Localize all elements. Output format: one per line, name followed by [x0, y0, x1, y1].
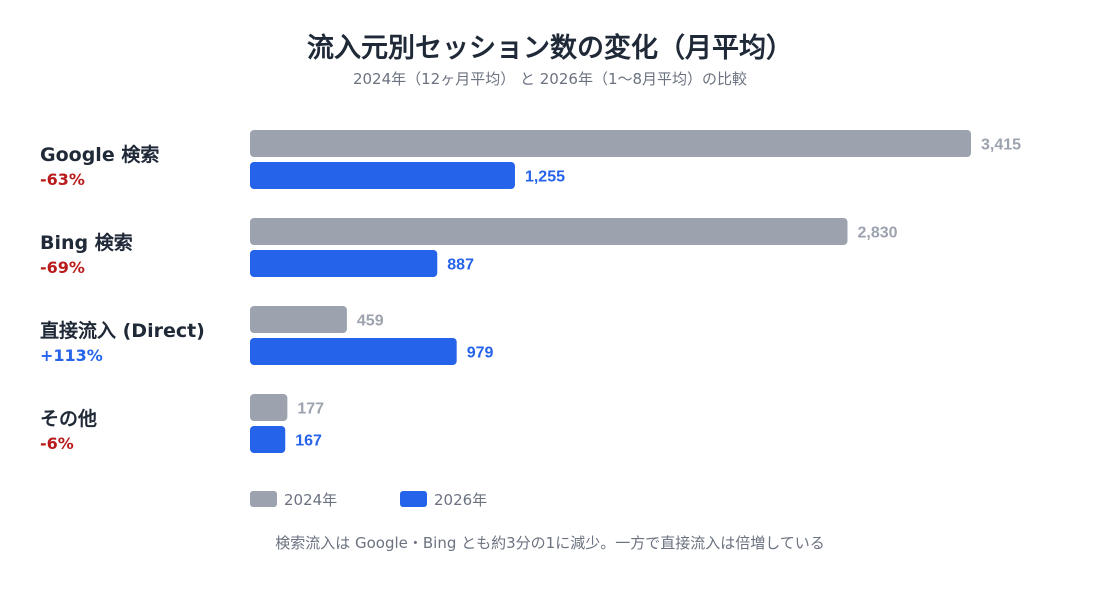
bar-value-label: 167 — [295, 433, 322, 450]
bar-value-label: 1,255 — [525, 169, 565, 186]
legend-item-2026: 2026年 — [400, 489, 487, 509]
bar-value-label: 979 — [467, 345, 494, 362]
bar-2026 — [250, 162, 515, 189]
bar-2026 — [250, 250, 438, 277]
chart-subtitle: 2024年（12ヶ月平均） と 2026年（1〜8月平均）の比較 — [352, 70, 748, 88]
bar-value-label: 177 — [297, 401, 324, 418]
legend-label-2026: 2026年 — [434, 490, 488, 509]
category-label: その他 — [40, 408, 98, 430]
chart-title: 流入元別セッション数の変化（月平均） — [307, 33, 793, 64]
category-change: -69% — [40, 258, 85, 277]
bar-2026 — [250, 426, 286, 453]
category-change: +113% — [40, 346, 103, 365]
bar-2024 — [250, 218, 848, 245]
category-label: Google 検索 — [40, 144, 160, 166]
legend-swatch-2024 — [250, 491, 277, 507]
legend-label-2024: 2024年 — [284, 490, 338, 509]
category-change: -6% — [40, 434, 74, 453]
chart-note: 検索流入は Google・Bing とも約3分の1に減少。一方で直接流入は倍増し… — [275, 534, 825, 552]
bar-value-label: 3,415 — [981, 137, 1021, 154]
category-label: Bing 検索 — [40, 232, 133, 254]
legend-item-2024: 2024年 — [250, 489, 337, 509]
bar-value-label: 887 — [447, 257, 474, 274]
bar-2026 — [250, 338, 457, 365]
bar-value-label: 2,830 — [857, 225, 897, 242]
category-label: 直接流入 (Direct) — [40, 320, 205, 342]
bar-2024 — [250, 130, 971, 157]
category-change: -63% — [40, 170, 85, 189]
bar-2024 — [250, 394, 288, 421]
bar-value-label: 459 — [357, 313, 384, 330]
bar-2024 — [250, 306, 347, 333]
legend-swatch-2026 — [400, 491, 427, 507]
